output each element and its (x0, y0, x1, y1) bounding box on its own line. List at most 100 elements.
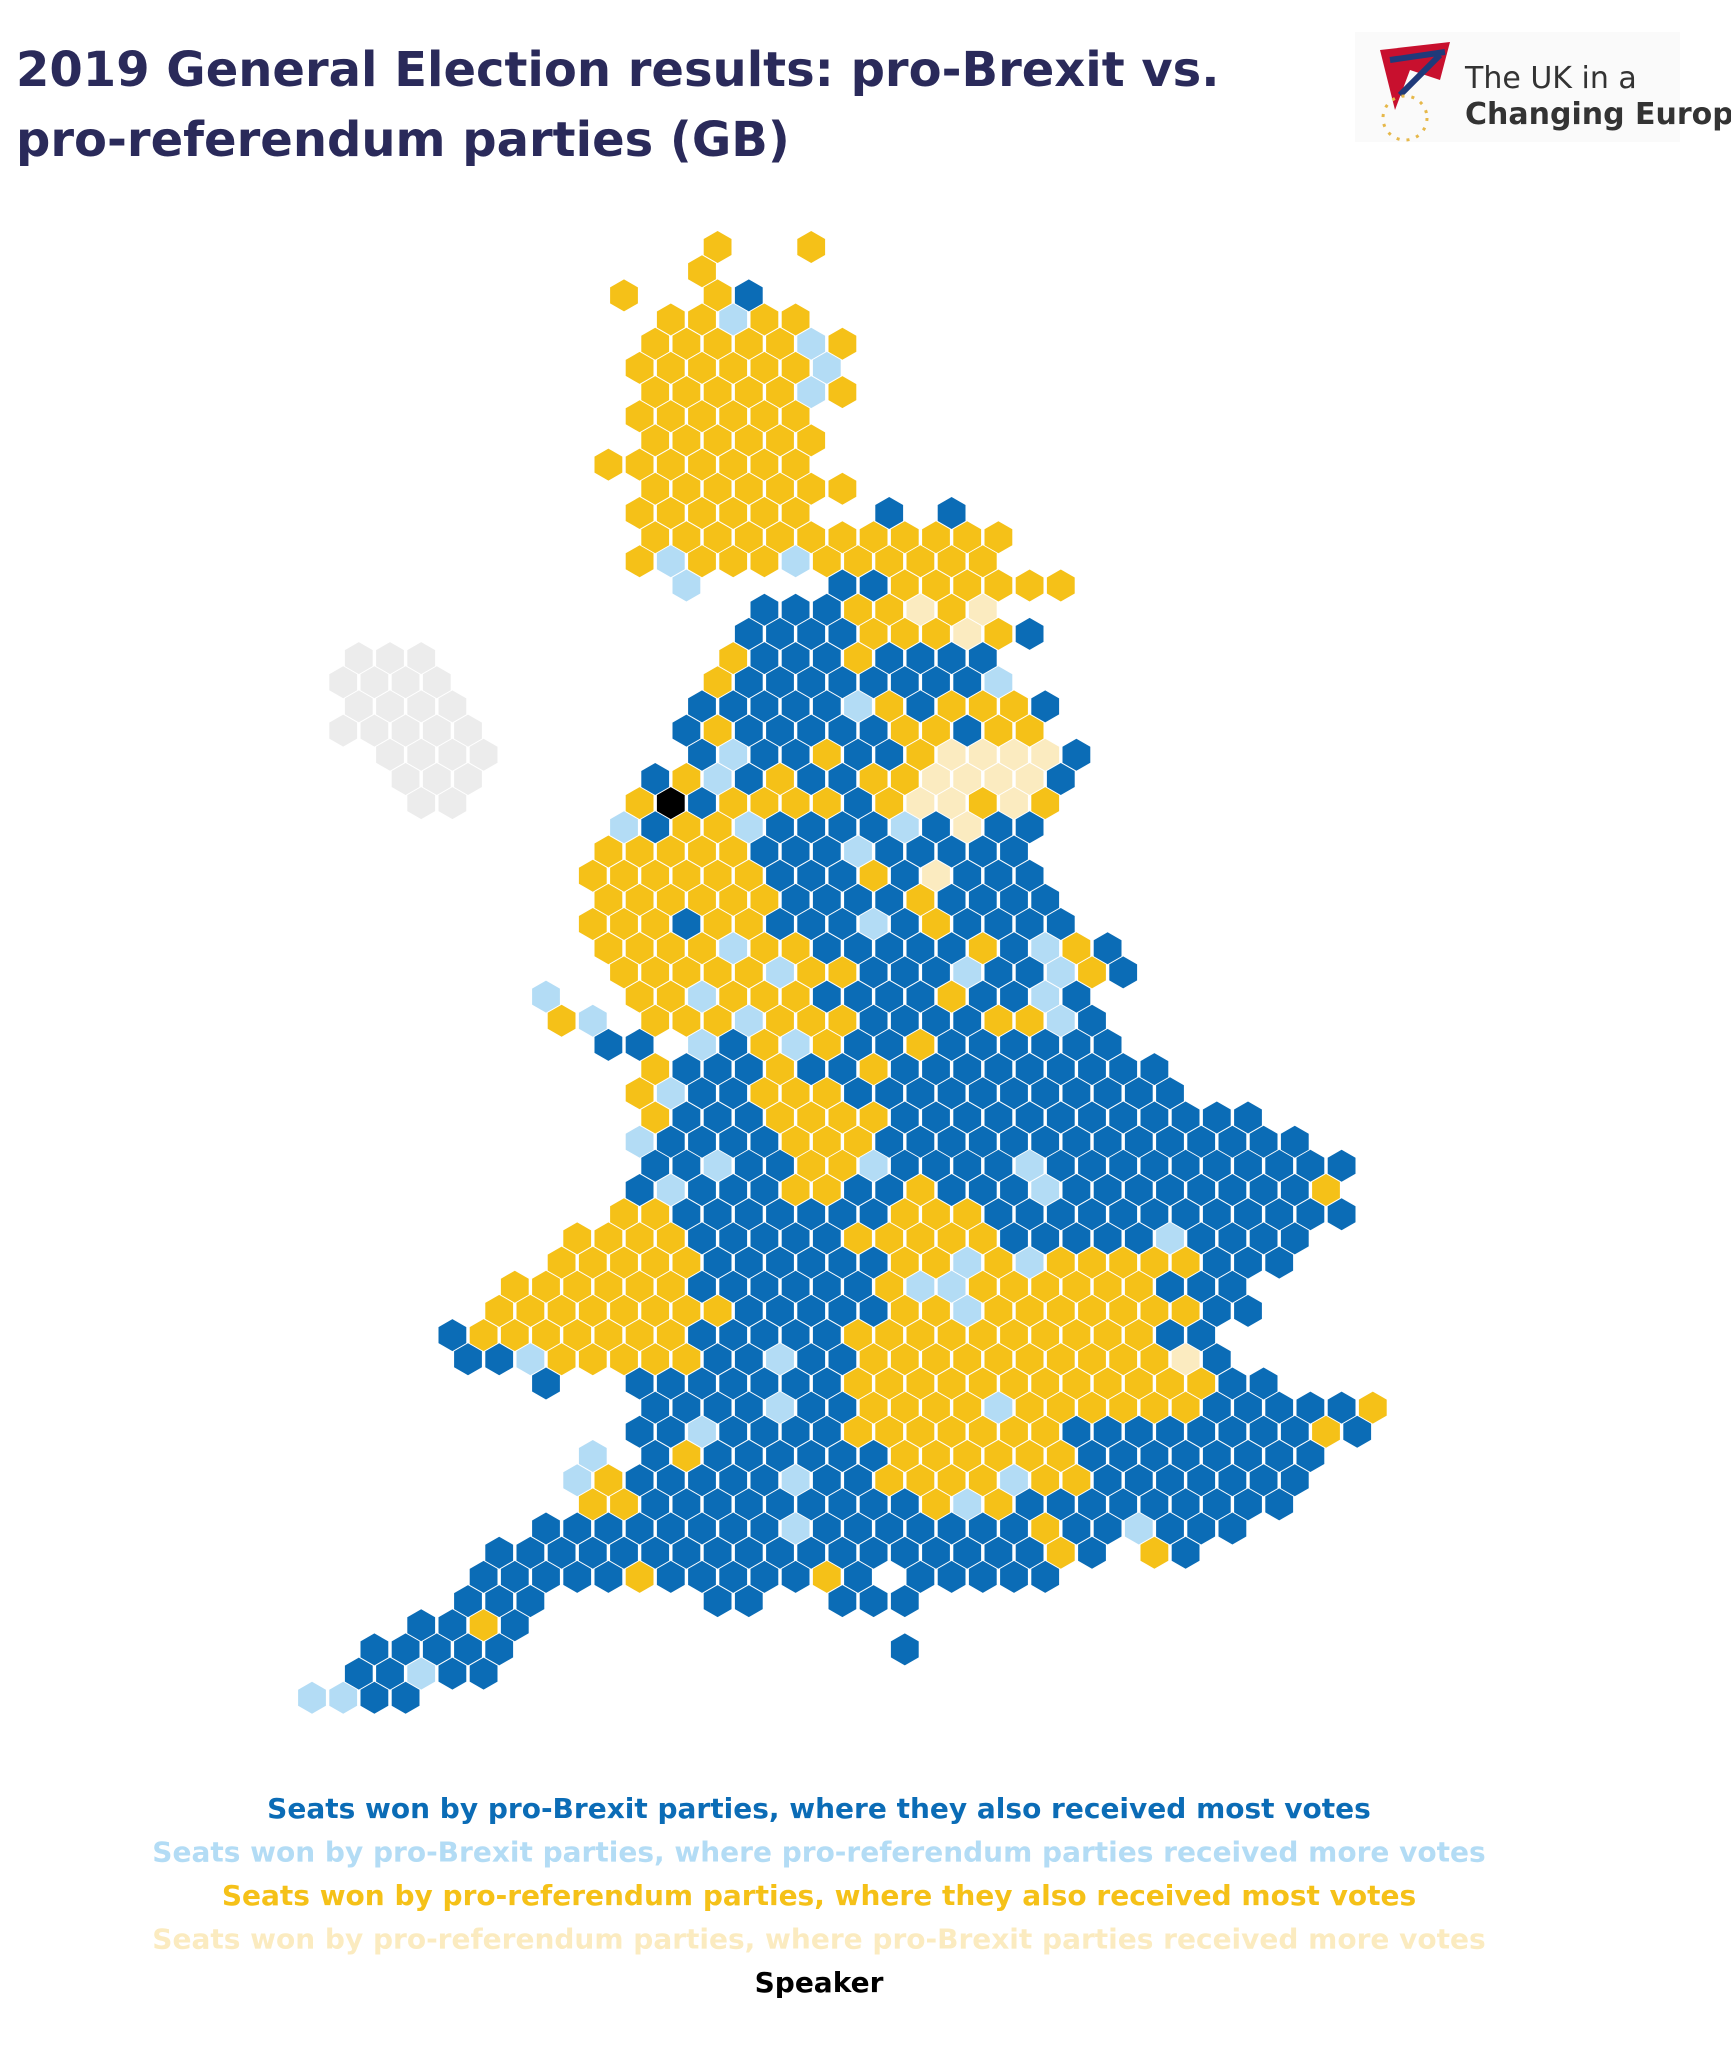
hex-seat (672, 1246, 701, 1279)
hex-seat (672, 424, 701, 457)
hex-seat (781, 1560, 810, 1593)
hex-seat (968, 690, 997, 723)
hex-seat (1015, 956, 1044, 989)
hex-seat (469, 1657, 498, 1690)
hex-seat (766, 521, 794, 554)
hex-seat (875, 642, 904, 675)
hex-seat (641, 1343, 670, 1376)
hex-seat (454, 1343, 482, 1376)
hex-seat (922, 763, 950, 795)
hex-seat (594, 448, 623, 481)
hex-seat (734, 1343, 763, 1376)
hex-seat (890, 956, 919, 989)
hex-seat (922, 1536, 950, 1569)
hex-seat (781, 1125, 810, 1158)
hex-seat (1078, 1149, 1106, 1182)
hex-seat (703, 424, 732, 457)
hex-seat (719, 351, 748, 384)
hex-seat (1000, 932, 1028, 965)
hex-seat (641, 1004, 670, 1037)
hex-seat (781, 1319, 810, 1352)
hex-seat (968, 1174, 997, 1206)
hex-seat (672, 327, 701, 360)
hex-seat (750, 1560, 779, 1593)
hex-seat (1187, 1464, 1216, 1497)
hex-seat (859, 1053, 888, 1086)
hex-seat (641, 1294, 670, 1327)
hex-seat (1327, 1391, 1356, 1424)
hex-seat (719, 545, 748, 578)
hex-seat (656, 1319, 685, 1352)
hex-seat (703, 1536, 732, 1569)
hex-seat (641, 1101, 670, 1134)
hex-seat (688, 690, 716, 723)
hex-seat (1140, 1198, 1169, 1231)
hex-seat (563, 1222, 592, 1255)
hex-seat (922, 1149, 950, 1182)
hex-seat (719, 303, 748, 336)
hex-seat (1280, 1174, 1309, 1206)
hex-seat (844, 1077, 872, 1110)
hex-seat (1265, 1488, 1294, 1521)
hex-seat (766, 714, 794, 747)
hex-seat (1093, 1077, 1122, 1110)
hex-seat (641, 811, 670, 844)
hex-seat (859, 811, 888, 844)
hex-seat (1031, 932, 1060, 965)
hex-seat (1062, 1415, 1091, 1448)
hex-seat (1062, 1077, 1091, 1110)
hex-seat (734, 1246, 763, 1279)
hex-seat (812, 1270, 841, 1303)
hex-seat (703, 811, 732, 844)
hex-seat (797, 1198, 826, 1231)
hex-seat (516, 1536, 545, 1569)
hex-seat (844, 545, 872, 578)
hex-seat (1312, 1174, 1340, 1206)
hex-seat (766, 859, 794, 892)
hex-seat (922, 617, 950, 650)
hex-seat (1031, 1319, 1060, 1352)
hex-seat (828, 521, 857, 554)
hex-seat (547, 1004, 576, 1037)
hex-seat (1015, 569, 1044, 602)
hex-seat (984, 1246, 1013, 1279)
hex-seat (703, 1343, 732, 1376)
hex-seat (1265, 1391, 1294, 1424)
hex-seat (625, 980, 654, 1013)
hex-seat (953, 1246, 982, 1279)
hex-seat (812, 1222, 841, 1255)
hex-seat (1078, 1101, 1106, 1134)
hex-seat (859, 1198, 888, 1231)
hex-seat (1187, 1319, 1216, 1352)
hex-seat (797, 1488, 826, 1521)
hex-seat (1093, 1028, 1122, 1061)
hex-seat (890, 617, 919, 650)
hex-seat (922, 1246, 950, 1279)
hex-seat (828, 1198, 857, 1231)
hex-seat (922, 1488, 950, 1521)
hex-seat (984, 956, 1013, 989)
hex-seat (1124, 1174, 1153, 1206)
hex-seat (1015, 1246, 1044, 1279)
hex-seat (781, 400, 810, 433)
hex-seat (1078, 956, 1106, 989)
hex-seat (812, 642, 841, 675)
hex-seat (828, 1004, 857, 1037)
hex-seat (1202, 1149, 1231, 1182)
hex-seat (719, 1560, 748, 1593)
hex-seat (984, 763, 1013, 795)
hex-seat (500, 1270, 529, 1303)
hex-seat (1124, 1367, 1153, 1400)
hex-seat (766, 908, 794, 940)
hex-seat (641, 1246, 670, 1279)
hex-seat (1187, 1415, 1216, 1448)
hex-seat (750, 738, 779, 771)
hex-seat (578, 1536, 607, 1569)
hex-seat (1046, 1391, 1075, 1424)
hex-seat (968, 1125, 997, 1158)
legend-entry: Seats won by pro-Brexit parties, where t… (267, 1792, 1371, 1825)
hex-seat (438, 787, 467, 820)
hex-seat (859, 908, 888, 940)
hex-seat (719, 1270, 748, 1303)
